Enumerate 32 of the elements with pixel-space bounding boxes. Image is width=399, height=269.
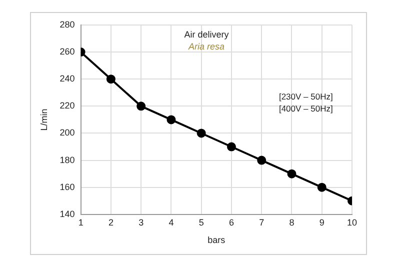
y-tick-label: 240 (60, 74, 75, 84)
point (287, 169, 296, 178)
x-tick-label: 10 (346, 217, 358, 228)
text: Aria resa (187, 42, 224, 52)
x-tick-label: 1 (78, 217, 84, 228)
point (166, 115, 176, 124)
x-tick-label: 4 (168, 217, 174, 228)
y-axis-title: L/min (38, 108, 49, 131)
point (106, 74, 116, 84)
point (317, 182, 326, 192)
point (226, 142, 236, 152)
y-tick-label: 140 (60, 208, 75, 219)
y-tick-label: 200 (60, 128, 75, 138)
point (136, 102, 146, 111)
x-tick-label: 7 (259, 217, 264, 228)
y-tick-label: 260 (60, 46, 75, 57)
x-tick-label: 3 (138, 217, 144, 228)
x-tick-label: 8 (289, 217, 294, 228)
x-tick-label: 6 (228, 217, 234, 228)
y-tick-label: 280 (60, 19, 75, 30)
x-axis-title: bars (208, 235, 226, 246)
annotation: [400V – 50Hz] (278, 103, 333, 114)
y-tick-label: 180 (60, 154, 75, 165)
y-tick-label: 220 (60, 100, 75, 111)
y-tick-label: 160 (60, 182, 75, 192)
x-tick-label: 9 (319, 217, 324, 228)
x-tick-label: 2 (108, 217, 114, 228)
x-tick-label: 5 (198, 217, 204, 228)
text: Air delivery (184, 29, 230, 40)
annotation: [230V – 50Hz] (278, 91, 333, 102)
point (196, 128, 206, 138)
point (257, 156, 266, 165)
